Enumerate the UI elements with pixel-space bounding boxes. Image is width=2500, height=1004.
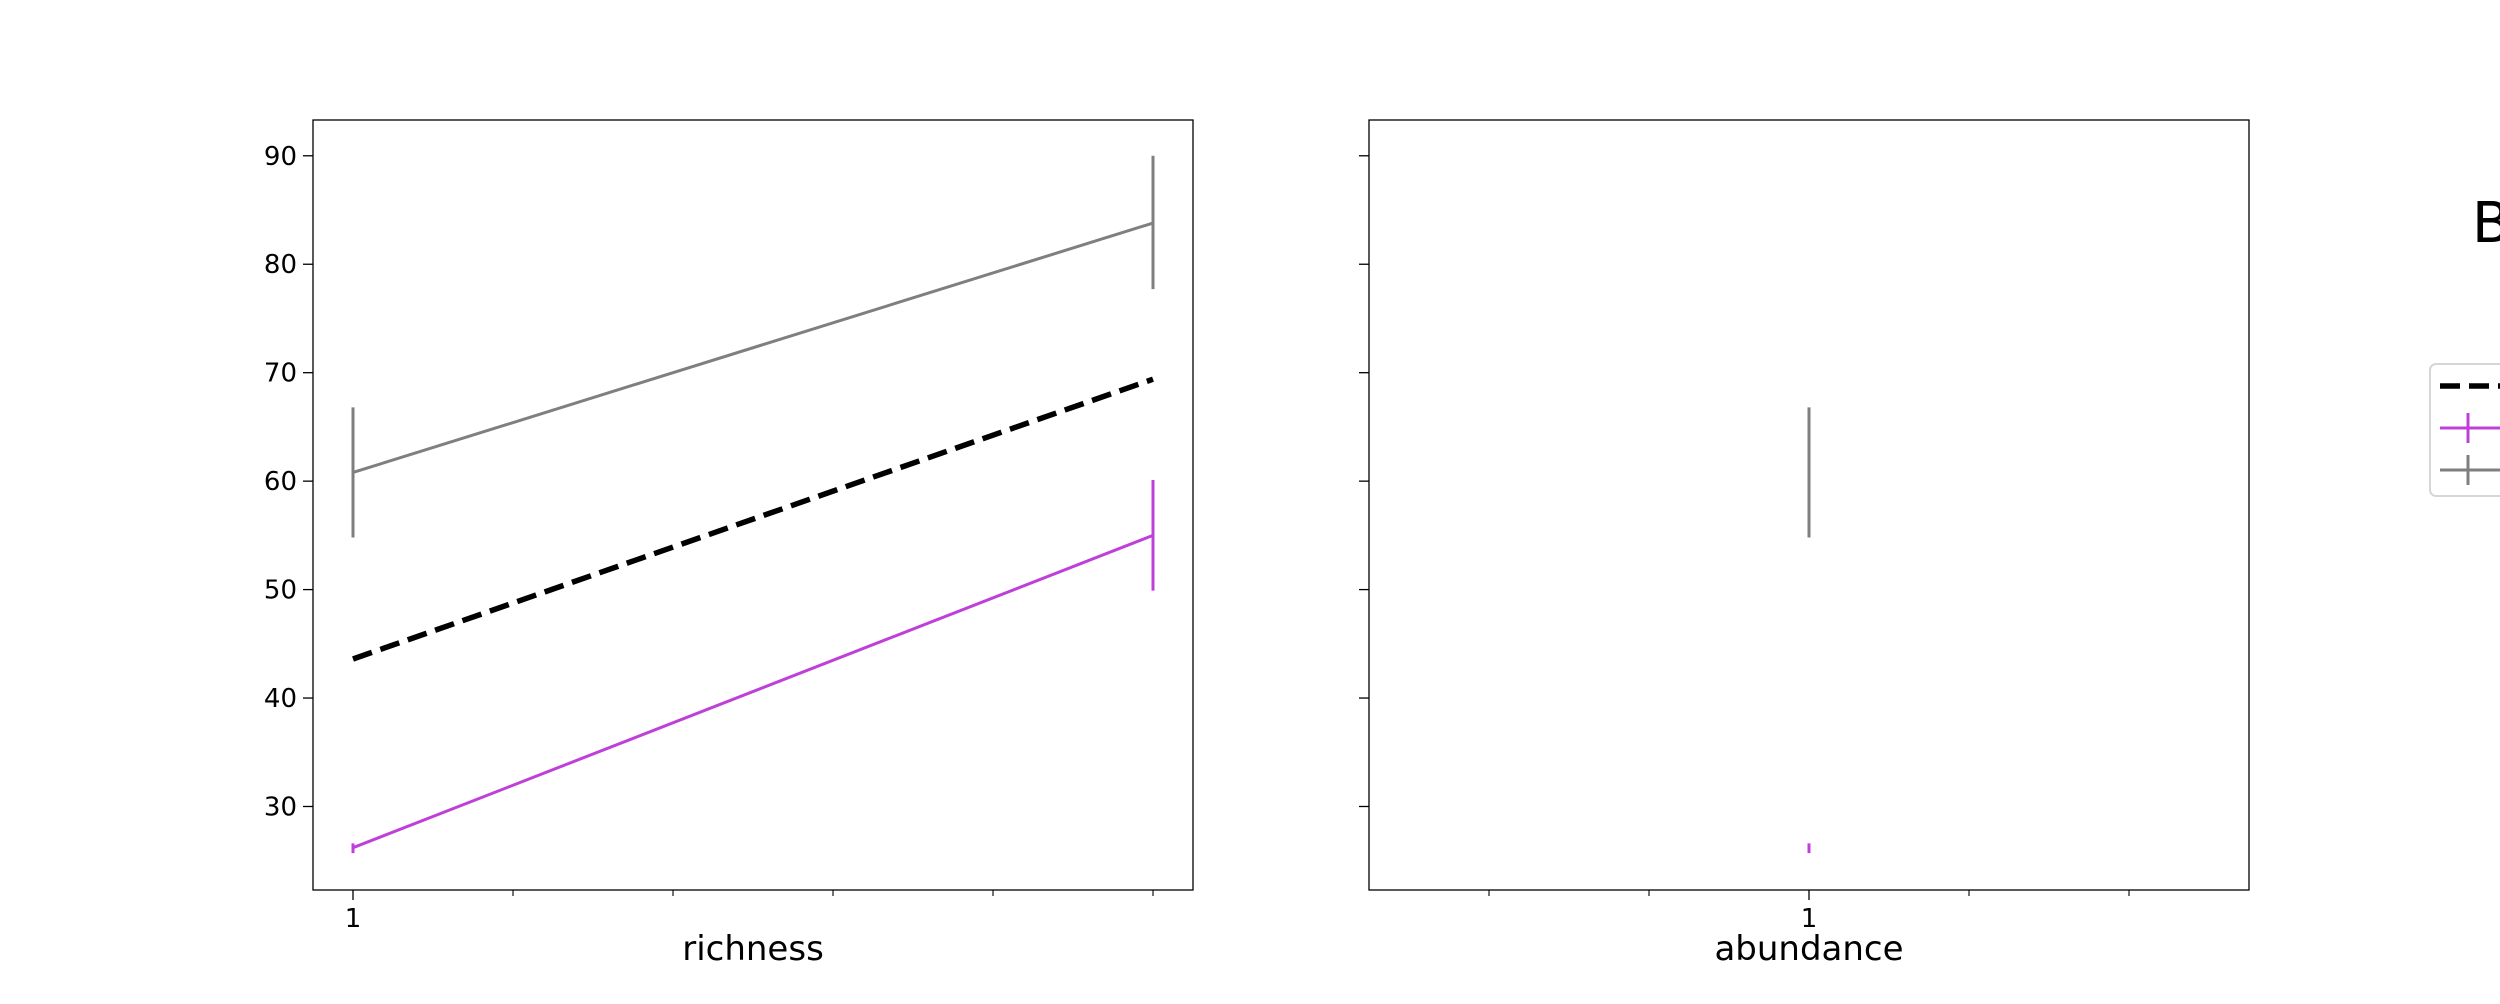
series-line [352,376,1154,662]
y-tick-label: 30 [264,792,297,822]
series-line [352,221,1154,474]
series-line [352,533,1154,850]
panel-abundance: 1 abundance [1359,119,2250,969]
y-tick-label: 70 [264,359,297,389]
plot-frame-richness [312,119,1194,891]
y-tick-label: 50 [264,576,297,606]
legend-title: B [2472,191,2500,256]
y-axis-abundance [1359,155,1369,808]
y-tick-label: 60 [264,467,297,497]
x-axis-label-richness: richness [682,929,824,969]
x-tick-label: 1 [1801,904,1818,934]
y-tick-label: 90 [264,142,297,172]
x-axis-label-abundance: abundance [1714,929,1903,969]
legend: B [2429,191,2500,497]
y-axis-richness: 30 40 50 60 70 80 90 [264,142,313,822]
y-tick-label: 80 [264,250,297,280]
legend-box [2429,363,2500,497]
x-axis-richness: 1 [345,890,1154,934]
y-tick-label: 40 [264,684,297,714]
legend-entries [2440,383,2500,485]
series-group-richness [351,155,1155,854]
x-axis-abundance: 1 [1488,890,2130,934]
panel-richness: 30 40 50 60 70 80 90 1 richness [264,119,1194,969]
x-tick-label: 1 [345,904,362,934]
